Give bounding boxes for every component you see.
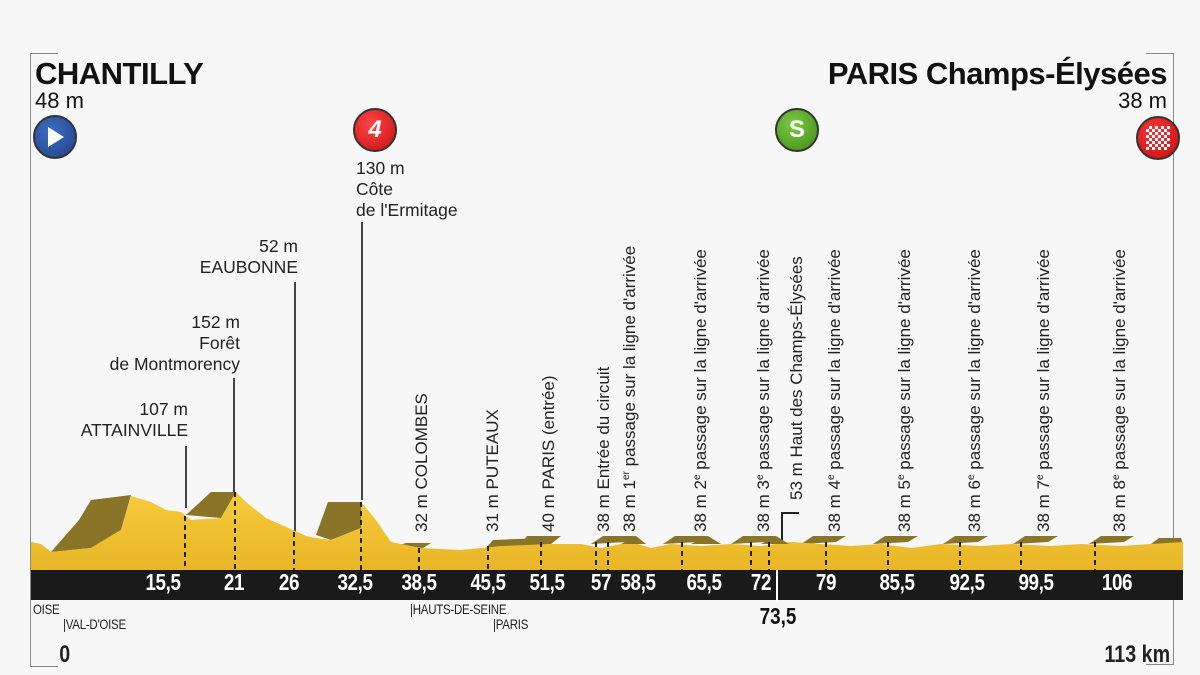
department-oise: OISE (33, 601, 60, 617)
climb-category-value: 4 (368, 116, 382, 143)
waypoint-name: de l'Ermitage (356, 200, 458, 220)
frame-right-bracket (1146, 53, 1174, 665)
km-marker: 65,5 (686, 569, 722, 595)
km-marker: 57 (590, 569, 612, 595)
waypoint-eaubonne: 52 m EAUBONNE (140, 236, 298, 278)
km-marker: 106 (1101, 569, 1133, 595)
waypoint-name: Côte (356, 179, 393, 199)
km-marker: 38,5 (401, 569, 437, 595)
km-marker: 99,5 (1018, 569, 1054, 595)
start-play-icon (33, 115, 77, 159)
km-total: 113 km (1104, 641, 1170, 668)
waypoint-altitude: 130 m (356, 158, 405, 178)
km-marker: 21 (223, 569, 245, 595)
waypoint-altitude: 152 m (191, 312, 240, 332)
finish-town-name: PARIS Champs-Élysées (827, 56, 1168, 91)
km-marker: 45,5 (470, 569, 506, 595)
waypoint-pole (294, 282, 296, 535)
km-marker: 15,5 (145, 569, 181, 595)
frame-left-bracket (30, 53, 58, 667)
distance-axis-bar (31, 570, 1183, 600)
km-marker: 79 (815, 569, 837, 595)
department-hauts-de-seine: |HAUTS-DE-SEINE (410, 601, 507, 617)
elevation-profile (31, 492, 1183, 572)
waypoint-foret-montmorency: 152 m Forêt de Montmorency (40, 312, 240, 375)
km-marker: 58,5 (620, 569, 656, 595)
start-town-name: CHANTILLY (35, 56, 204, 91)
waypoint-altitude: 107 m (139, 399, 188, 419)
km-marker: 32,5 (337, 569, 373, 595)
waypoint-name: ATTAINVILLE (80, 420, 188, 440)
km-marker: 26 (278, 569, 300, 595)
waypoint-pole (233, 378, 235, 492)
km-marker: 85,5 (879, 569, 915, 595)
climb-category-icon: 4 (353, 108, 397, 152)
waypoint-altitude: 52 m (259, 236, 298, 256)
waypoint-name: Forêt (199, 333, 240, 353)
waypoint-name: EAUBONNE (199, 257, 298, 277)
finish-checkered-flag-icon (1136, 116, 1180, 160)
waypoint-name: de Montmorency (109, 354, 240, 374)
km-marker: 51,5 (529, 569, 565, 595)
sprint-axis-tick (776, 570, 778, 602)
km-marker: 92,5 (949, 569, 985, 595)
waypoint-pole (361, 222, 363, 500)
waypoint-cote-ermitage: 130 m Côte de l'Ermitage (356, 158, 556, 221)
department-val-doise: |VAL-D'OISE (63, 616, 126, 632)
km-start: 0 (59, 641, 71, 668)
waypoint-pole (185, 446, 187, 508)
waypoint-haut-champs-elysees: 53 m Haut des Champs-Élysées (787, 256, 806, 500)
km-marker: 72 (750, 569, 772, 595)
sprint-letter: S (788, 116, 805, 143)
start-altitude: 48 m (35, 88, 84, 113)
intermediate-sprint-icon: S (775, 108, 819, 152)
department-paris: |PARIS (493, 616, 529, 632)
finish-altitude: 38 m (1118, 88, 1167, 113)
km-sprint-marker: 73,5 (759, 603, 797, 629)
waypoint-attainville: 107 m ATTAINVILLE (40, 399, 188, 441)
